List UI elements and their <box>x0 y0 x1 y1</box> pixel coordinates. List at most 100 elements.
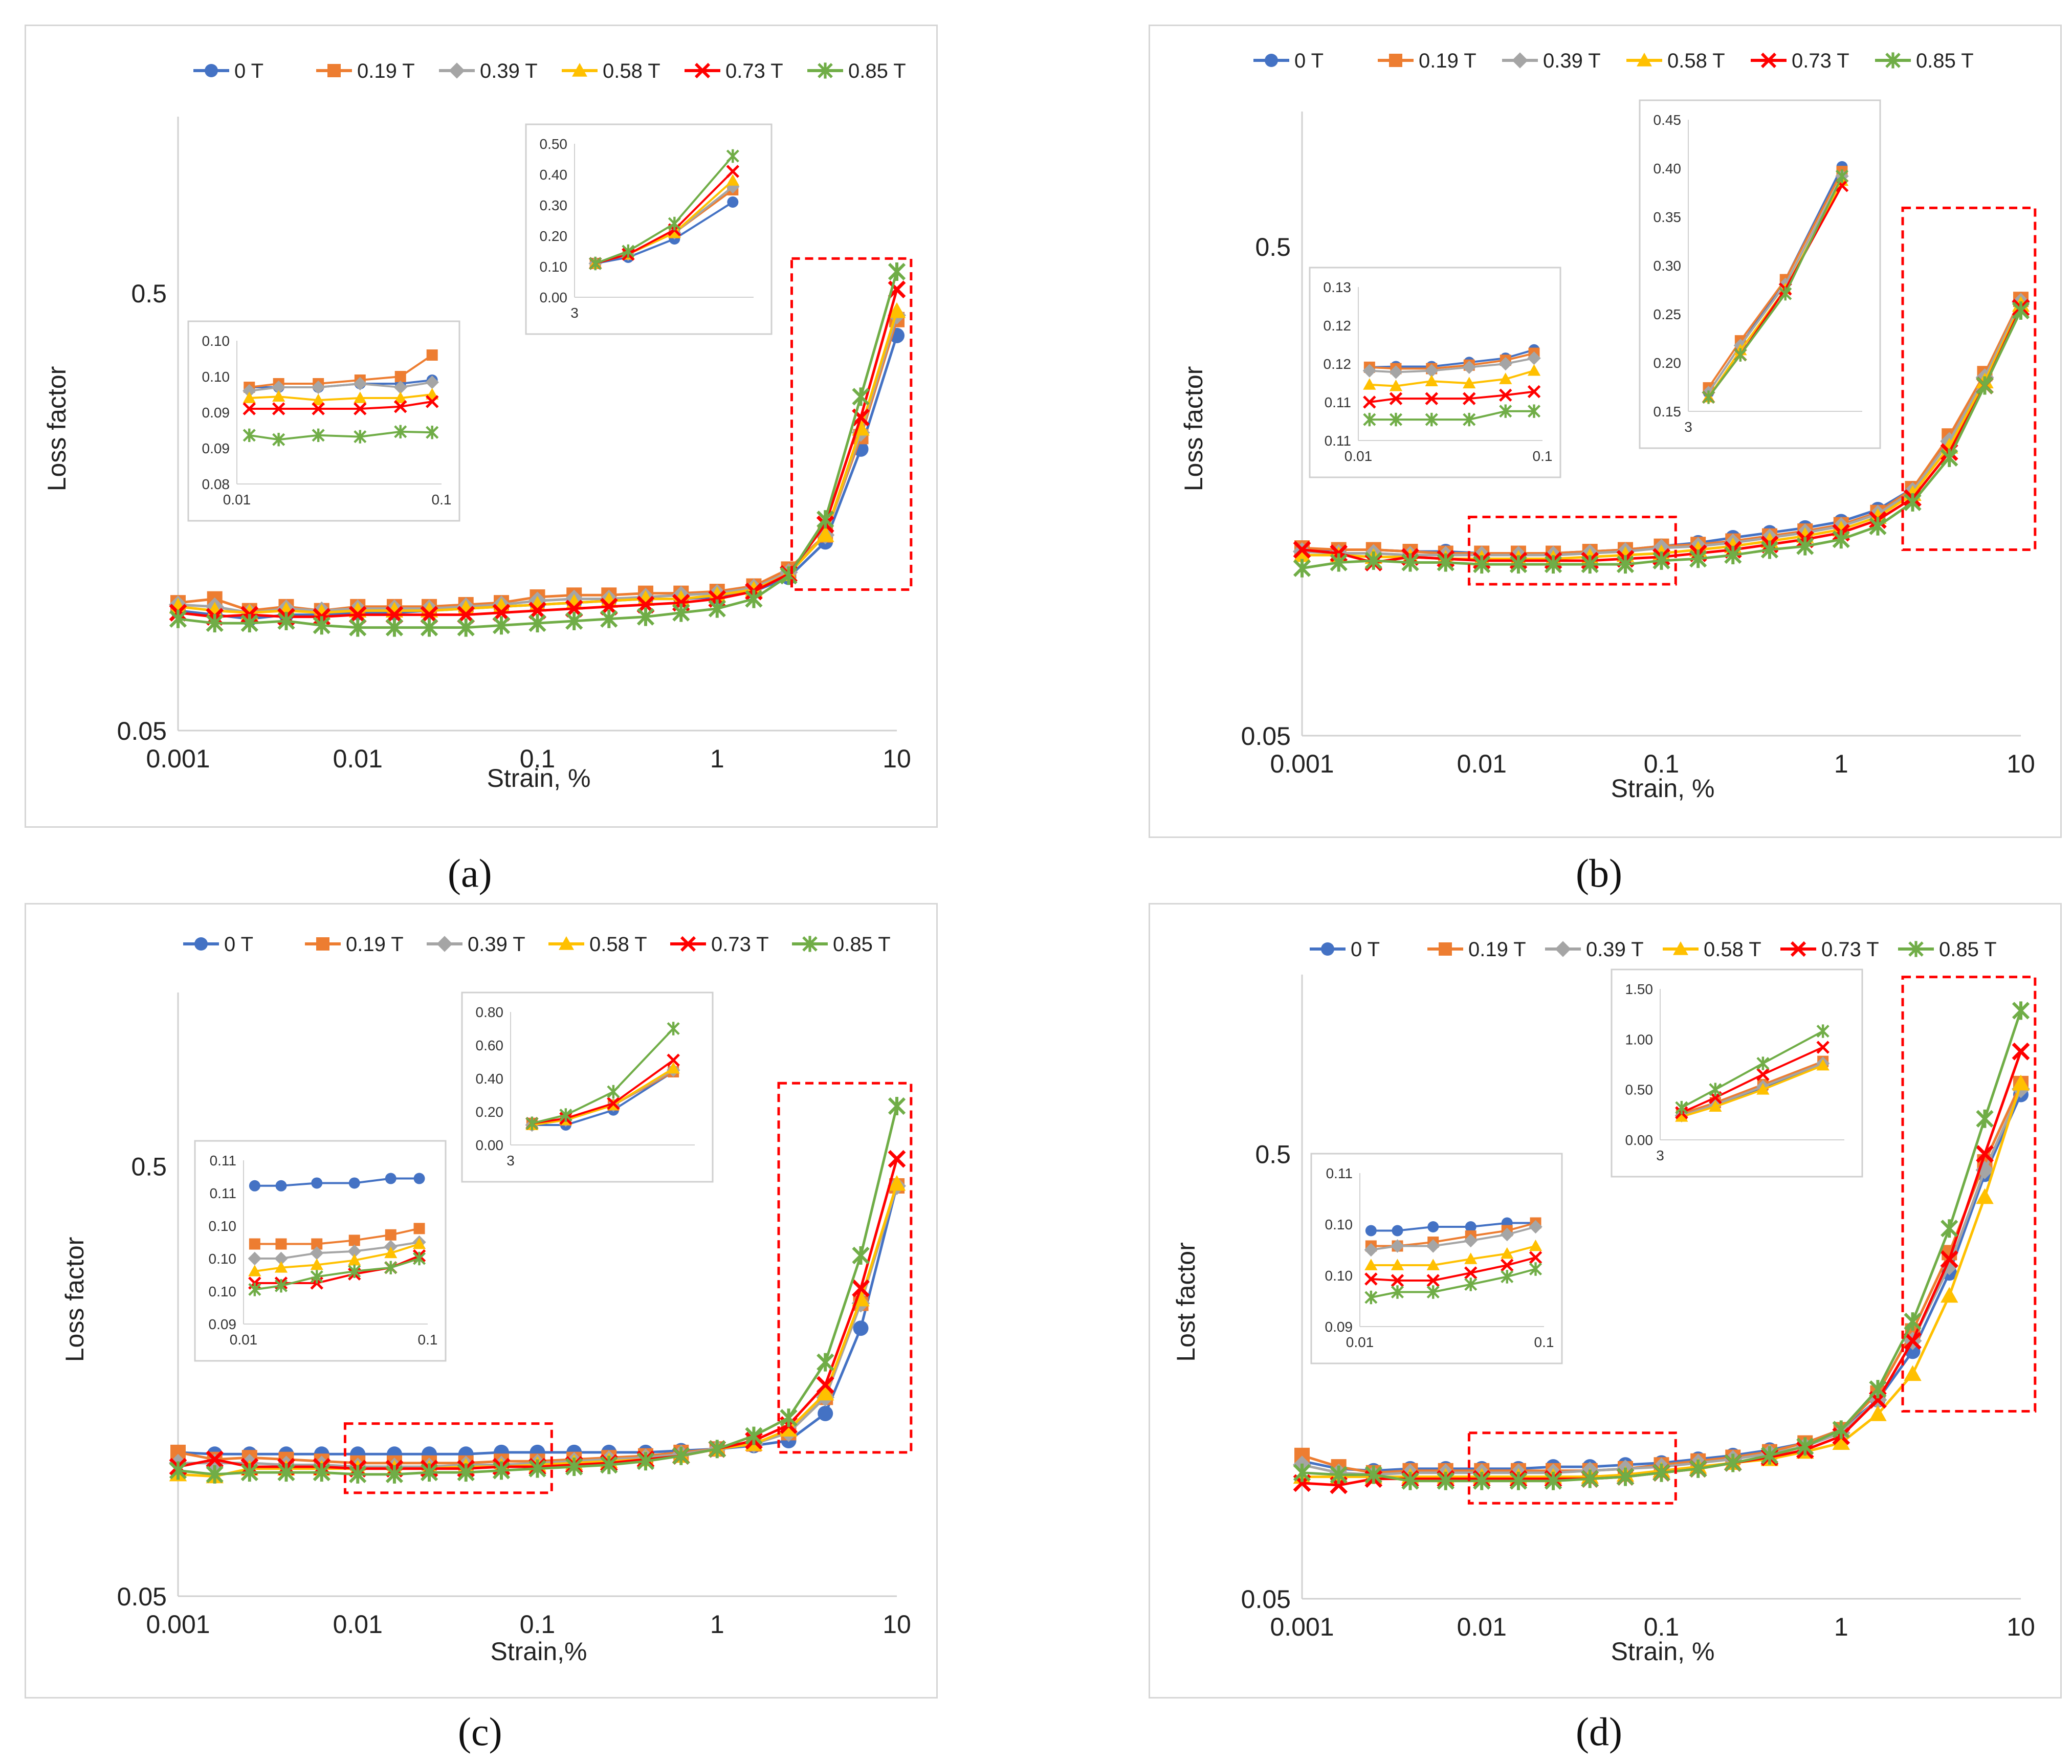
data-point <box>1652 551 1670 570</box>
data-point <box>457 1463 475 1482</box>
data-point <box>528 602 546 620</box>
data-point <box>600 609 618 628</box>
panel-d: 0 T 0.19 T 0.39 T 0.58 T 0.73 T 0.85 T 0.001 0.… <box>1149 903 2062 1699</box>
inset-data-point <box>413 1223 425 1234</box>
data-point <box>1724 546 1742 565</box>
inset-data-point <box>1365 1225 1377 1237</box>
data-point <box>708 599 726 618</box>
inset-y-tick-label: 0.09 <box>1325 1319 1353 1335</box>
inset-data-point <box>1529 1262 1542 1276</box>
inset-data-point <box>272 433 285 447</box>
inset-data-point <box>1391 1259 1404 1270</box>
inset-data-point <box>1463 412 1476 427</box>
inset-data-point <box>413 1173 425 1184</box>
inset-y-tick-label: 0.10 <box>209 1284 237 1299</box>
inset-data-point <box>1702 390 1715 404</box>
inset-y-tick-label: 0.80 <box>476 1004 504 1020</box>
data-point <box>1869 517 1887 536</box>
legend-marker-diamond-icon <box>1555 941 1571 957</box>
data-point <box>1509 1471 1528 1490</box>
data-point <box>852 1279 870 1297</box>
inset-x-tick-label: 0.01 <box>230 1332 258 1348</box>
inset-data-point <box>393 400 407 413</box>
inset-y-tick-label: 0.09 <box>202 405 230 421</box>
inset-series-line <box>1371 1256 1536 1282</box>
inset-data-point <box>525 1116 539 1130</box>
legend-marker-triangle-icon <box>1637 53 1652 67</box>
y-axis-label: Loss factor <box>60 1237 89 1362</box>
inset-data-point <box>347 1244 361 1258</box>
data-point <box>636 607 655 626</box>
inset-data-point <box>1499 388 1512 402</box>
data-point <box>349 618 367 637</box>
legend-marker-star-icon <box>818 62 833 79</box>
highlight-box <box>777 1082 913 1454</box>
data-point <box>528 1459 546 1478</box>
y-tick-label: 0.05 <box>1241 722 1291 751</box>
inset-data-point <box>1425 374 1438 386</box>
inset-data-point <box>275 1238 287 1250</box>
inset-data-point <box>394 371 406 382</box>
inset-y-tick-label: 0.20 <box>476 1104 504 1120</box>
inset-data-point <box>1779 286 1792 301</box>
legend-label: 0.19 T <box>346 933 404 956</box>
data-point <box>2012 1074 2030 1091</box>
data-point <box>348 606 367 624</box>
inset-series-line <box>1707 175 1843 393</box>
inset-series-line <box>532 1028 674 1124</box>
inset-y-tick-label: 0.40 <box>476 1071 504 1087</box>
inset-chart: 0.15 0.20 0.25 0.30 0.35 0.40 0.45 3 <box>1639 99 1881 449</box>
data-point <box>816 1376 834 1394</box>
inset-data-point <box>1389 365 1403 379</box>
panel-a-frame <box>25 25 938 828</box>
data-point <box>1581 1469 1599 1488</box>
inset-y-tick-label: 0.50 <box>540 136 568 152</box>
inset-data-point <box>1527 404 1541 418</box>
inset-data-point <box>394 391 407 403</box>
data-point <box>277 611 295 630</box>
inset-data-point <box>248 1283 261 1296</box>
data-point <box>1401 553 1419 572</box>
data-point <box>2012 301 2030 320</box>
data-point <box>636 1452 655 1471</box>
inset-data-point <box>348 1177 360 1189</box>
inset-series-line <box>1681 1046 1823 1114</box>
inset-data-point <box>726 165 740 178</box>
legend: 0 T 0.19 T 0.39 T 0.58 T 0.73 T 0.85 T <box>183 933 891 956</box>
data-point <box>1689 549 1707 568</box>
inset-y-tick-label: 0.35 <box>1654 209 1682 225</box>
inset-series-line <box>254 1258 420 1291</box>
inset-data-point <box>1816 1024 1829 1038</box>
inset-x-tick-label: 3 <box>506 1153 515 1168</box>
data-point <box>349 1465 367 1484</box>
inset-y-tick-label: 0.30 <box>540 197 568 213</box>
inset-data-point <box>1389 412 1403 427</box>
legend-label: 0.73 T <box>1792 50 1849 72</box>
panel-d-frame <box>1149 903 2062 1699</box>
data-point <box>1940 1250 1958 1268</box>
x-tick-label: 0.01 <box>333 744 383 773</box>
data-point <box>385 606 404 624</box>
legend-label: 0.85 T <box>833 933 891 956</box>
inset-x-tick-label: 0.1 <box>1534 1334 1554 1350</box>
data-point <box>780 566 798 585</box>
inset-y-tick-label: 0.00 <box>476 1137 504 1153</box>
x-axis-label: Strain, % <box>487 764 591 792</box>
data-point <box>888 302 906 318</box>
legend-label: 0 T <box>1294 50 1324 72</box>
inset-y-tick-label: 0.12 <box>1324 356 1352 372</box>
inset-data-point <box>1391 1274 1404 1287</box>
inset-chart: 0.00 0.50 1.00 1.50 3 <box>1611 968 1863 1178</box>
legend-label: 0.39 T <box>1586 938 1644 961</box>
data-point <box>1796 537 1814 556</box>
inset-data-point <box>1362 364 1377 378</box>
inset-y-tick-label: 0.11 <box>1325 394 1351 410</box>
inset-data-point <box>1498 357 1512 371</box>
legend-label: 0 T <box>224 933 253 956</box>
legend-marker-circle-icon <box>205 64 218 77</box>
panel-a: 0 T 0.19 T 0.39 T 0.58 T 0.73 T 0.85 T 0.001 0.… <box>25 25 938 828</box>
inset-data-point <box>274 1279 288 1293</box>
inset-data-point <box>1734 348 1747 362</box>
x-tick-label: 0.001 <box>1270 749 1334 778</box>
inset-series-line <box>1707 175 1843 398</box>
